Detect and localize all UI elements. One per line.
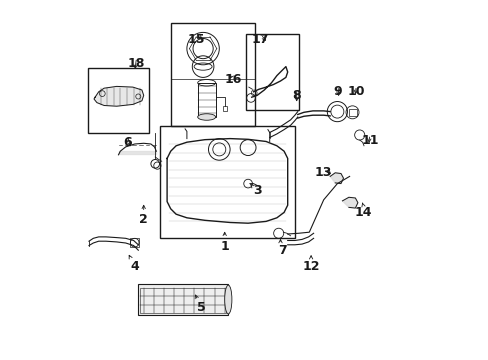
Bar <box>197 83 215 117</box>
Text: 17: 17 <box>251 33 269 46</box>
Text: 3: 3 <box>252 184 261 197</box>
Text: 1: 1 <box>220 240 228 253</box>
Polygon shape <box>342 197 357 208</box>
Text: 2: 2 <box>139 213 148 226</box>
Bar <box>170 23 255 126</box>
Text: 6: 6 <box>123 136 132 149</box>
Text: 7: 7 <box>277 244 286 257</box>
Text: 9: 9 <box>333 85 342 98</box>
Text: 5: 5 <box>197 301 205 314</box>
Bar <box>140 288 226 313</box>
Text: 8: 8 <box>292 89 301 102</box>
Polygon shape <box>329 173 343 184</box>
Bar <box>138 284 228 315</box>
Bar <box>160 126 294 238</box>
Text: 18: 18 <box>127 57 145 69</box>
Bar <box>88 68 149 133</box>
Text: 12: 12 <box>302 260 319 273</box>
Bar <box>348 109 356 116</box>
Text: 14: 14 <box>354 206 371 219</box>
Text: 10: 10 <box>346 85 364 98</box>
Text: 4: 4 <box>130 260 139 273</box>
Text: 16: 16 <box>224 73 241 86</box>
Ellipse shape <box>197 114 215 120</box>
Text: 11: 11 <box>361 134 379 147</box>
Bar <box>223 106 227 111</box>
Polygon shape <box>94 86 143 106</box>
Bar <box>130 238 139 247</box>
Bar <box>246 34 298 110</box>
Text: 15: 15 <box>187 33 204 46</box>
Text: 13: 13 <box>314 166 332 179</box>
Ellipse shape <box>224 285 231 314</box>
